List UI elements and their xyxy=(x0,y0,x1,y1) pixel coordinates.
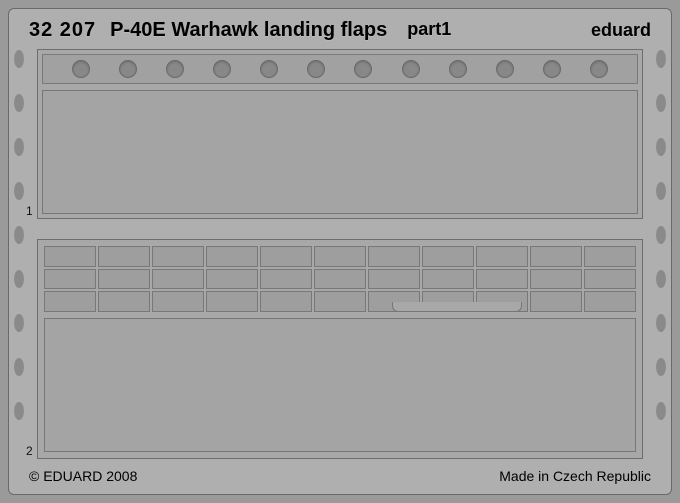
sprue-drop xyxy=(14,138,24,156)
lightening-hole xyxy=(166,60,184,78)
cutout-notch xyxy=(392,302,522,312)
rib-cell xyxy=(98,246,150,267)
rib-cell xyxy=(206,291,258,312)
rib-grid xyxy=(44,246,636,312)
lightening-hole xyxy=(260,60,278,78)
sprue-drop xyxy=(656,270,666,288)
sprue-drop xyxy=(14,226,24,244)
panel-2-label: 2 xyxy=(26,444,33,458)
flap-skin-2 xyxy=(44,318,636,452)
rib-cell xyxy=(152,246,204,267)
lightening-hole xyxy=(496,60,514,78)
rib-cell xyxy=(584,246,636,267)
sprue-drop xyxy=(14,314,24,332)
rib-cell xyxy=(44,269,96,290)
rib-cell xyxy=(476,246,528,267)
fret-outline: 32 207 P-40E Warhawk landing flaps part1… xyxy=(8,8,672,495)
rib-cell xyxy=(314,291,366,312)
made-in-text: Made in Czech Republic xyxy=(499,468,651,484)
copyright-text: © EDUARD 2008 xyxy=(29,468,137,484)
sprue-drop xyxy=(656,94,666,112)
sprue-drop xyxy=(14,402,24,420)
footer-row: © EDUARD 2008 Made in Czech Republic xyxy=(29,468,651,484)
lightening-hole xyxy=(543,60,561,78)
rib-cell xyxy=(530,269,582,290)
lightening-hole xyxy=(449,60,467,78)
sprue-drop xyxy=(14,182,24,200)
lightening-hole xyxy=(72,60,90,78)
rib-cell xyxy=(314,246,366,267)
rib-cell xyxy=(152,269,204,290)
photoetch-sheet: 32 207 P-40E Warhawk landing flaps part1… xyxy=(0,0,680,503)
sprue-drop xyxy=(656,50,666,68)
sprue-drop xyxy=(14,50,24,68)
rib-cell xyxy=(368,246,420,267)
sprue-drop xyxy=(656,182,666,200)
lightening-hole xyxy=(119,60,137,78)
lightening-hole xyxy=(307,60,325,78)
panel-1-label: 1 xyxy=(26,204,33,218)
sprue-drop xyxy=(656,358,666,376)
rib-cell xyxy=(206,269,258,290)
rib-cell xyxy=(260,291,312,312)
flap-panel-2: 2 xyxy=(37,239,643,459)
rib-cell xyxy=(422,246,474,267)
flap-skin-1 xyxy=(42,90,638,214)
sprue-drop xyxy=(14,270,24,288)
lightening-hole-strip xyxy=(42,54,638,84)
title-left: 32 207 P-40E Warhawk landing flaps part1 xyxy=(29,19,451,42)
rib-cell xyxy=(98,291,150,312)
title-row: 32 207 P-40E Warhawk landing flaps part1… xyxy=(29,19,651,42)
sprue-drop xyxy=(14,94,24,112)
lightening-hole xyxy=(590,60,608,78)
rib-cell xyxy=(44,291,96,312)
brand-label: eduard xyxy=(591,20,651,41)
rib-cell xyxy=(476,269,528,290)
rib-cell xyxy=(368,269,420,290)
rib-cell xyxy=(530,246,582,267)
rib-cell xyxy=(314,269,366,290)
lightening-hole xyxy=(402,60,420,78)
lightening-hole xyxy=(213,60,231,78)
product-name: P-40E Warhawk landing flaps xyxy=(110,19,387,42)
rib-cell xyxy=(584,269,636,290)
sprue-drop xyxy=(656,138,666,156)
rib-cell xyxy=(530,291,582,312)
rib-cell xyxy=(260,269,312,290)
sprue-drop xyxy=(656,402,666,420)
rib-cell xyxy=(44,246,96,267)
lightening-hole xyxy=(354,60,372,78)
flap-panel-1: 1 xyxy=(37,49,643,219)
sprue-drop xyxy=(14,358,24,376)
rib-cell xyxy=(152,291,204,312)
rib-cell xyxy=(260,246,312,267)
sprue-drop xyxy=(656,314,666,332)
rib-cell xyxy=(206,246,258,267)
sprue-drop xyxy=(656,226,666,244)
rib-cell xyxy=(422,269,474,290)
rib-cell xyxy=(584,291,636,312)
part-label: part1 xyxy=(407,19,451,42)
rib-cell xyxy=(98,269,150,290)
part-number: 32 207 xyxy=(29,19,96,42)
